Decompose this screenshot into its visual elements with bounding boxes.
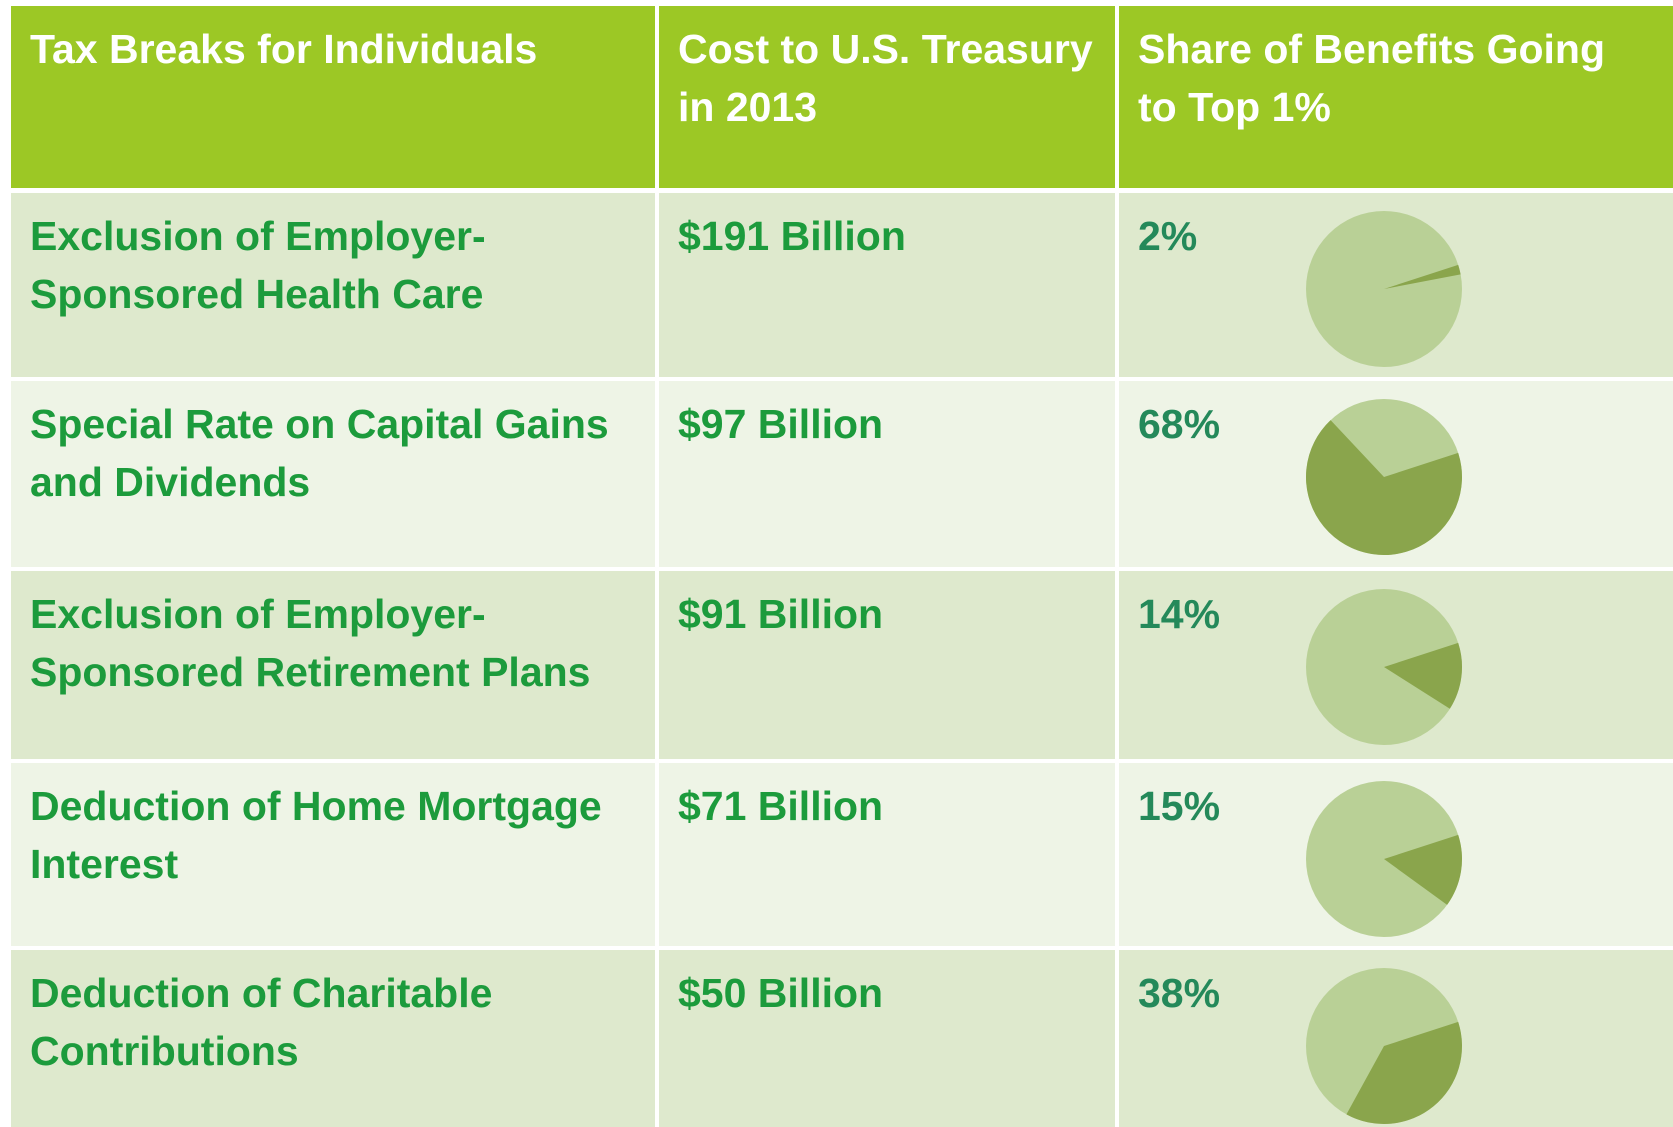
cell-text: Exclusion of Employer-Sponsored Retireme… — [30, 591, 591, 695]
cost: $50 Billion — [659, 950, 1115, 1127]
cell-text: 68% — [1138, 401, 1221, 447]
cell-text: Deduction of Home Mortgage Interest — [30, 783, 602, 887]
cell-text: 2% — [1138, 213, 1198, 259]
pie — [1306, 589, 1462, 745]
header-cell: Cost to U.S. Treasury in 2013 — [659, 6, 1115, 188]
cost: $71 Billion — [659, 763, 1115, 946]
cell-text: Tax Breaks for Individuals — [30, 26, 538, 72]
pie-slice — [1384, 264, 1461, 289]
cell-text: Share of Benefits Going to Top 1% — [1138, 26, 1605, 130]
pie-slice — [1305, 420, 1462, 556]
cell-text: Deduction of Charitable Contributions — [30, 970, 493, 1074]
header-cell: Share of Benefits Going to Top 1% — [1119, 6, 1673, 188]
pie-slice — [1384, 642, 1462, 709]
cell-text: $191 Billion — [678, 213, 906, 259]
cell-text: 15% — [1138, 783, 1221, 829]
row-label: Deduction of Home Mortgage Interest — [11, 763, 655, 946]
cost: $97 Billion — [659, 381, 1115, 567]
cell-text: $71 Billion — [678, 783, 884, 829]
header-cell: Tax Breaks for Individuals — [11, 6, 655, 188]
row-label: Exclusion of Employer-Sponsored Health C… — [11, 193, 655, 377]
pie — [1306, 211, 1462, 367]
pie — [1306, 968, 1462, 1124]
cell-text: 38% — [1138, 970, 1221, 1016]
cell-text: $50 Billion — [678, 970, 884, 1016]
cell-text: $91 Billion — [678, 591, 884, 637]
cell-text: Special Rate on Capital Gains and Divide… — [30, 401, 609, 505]
pie-slice — [1346, 1021, 1462, 1124]
pie — [1305, 399, 1462, 556]
row-label: Special Rate on Capital Gains and Divide… — [11, 381, 655, 567]
row-label: Exclusion of Employer-Sponsored Retireme… — [11, 571, 655, 759]
cell-text: Exclusion of Employer-Sponsored Health C… — [30, 213, 486, 317]
cell-text: $97 Billion — [678, 401, 884, 447]
pie-slice — [1384, 834, 1462, 905]
pie — [1306, 781, 1462, 937]
cell-text: Cost to U.S. Treasury in 2013 — [678, 26, 1093, 130]
cost: $91 Billion — [659, 571, 1115, 759]
cost: $191 Billion — [659, 193, 1115, 377]
row-label: Deduction of Charitable Contributions — [11, 950, 655, 1127]
cell-text: 14% — [1138, 591, 1221, 637]
